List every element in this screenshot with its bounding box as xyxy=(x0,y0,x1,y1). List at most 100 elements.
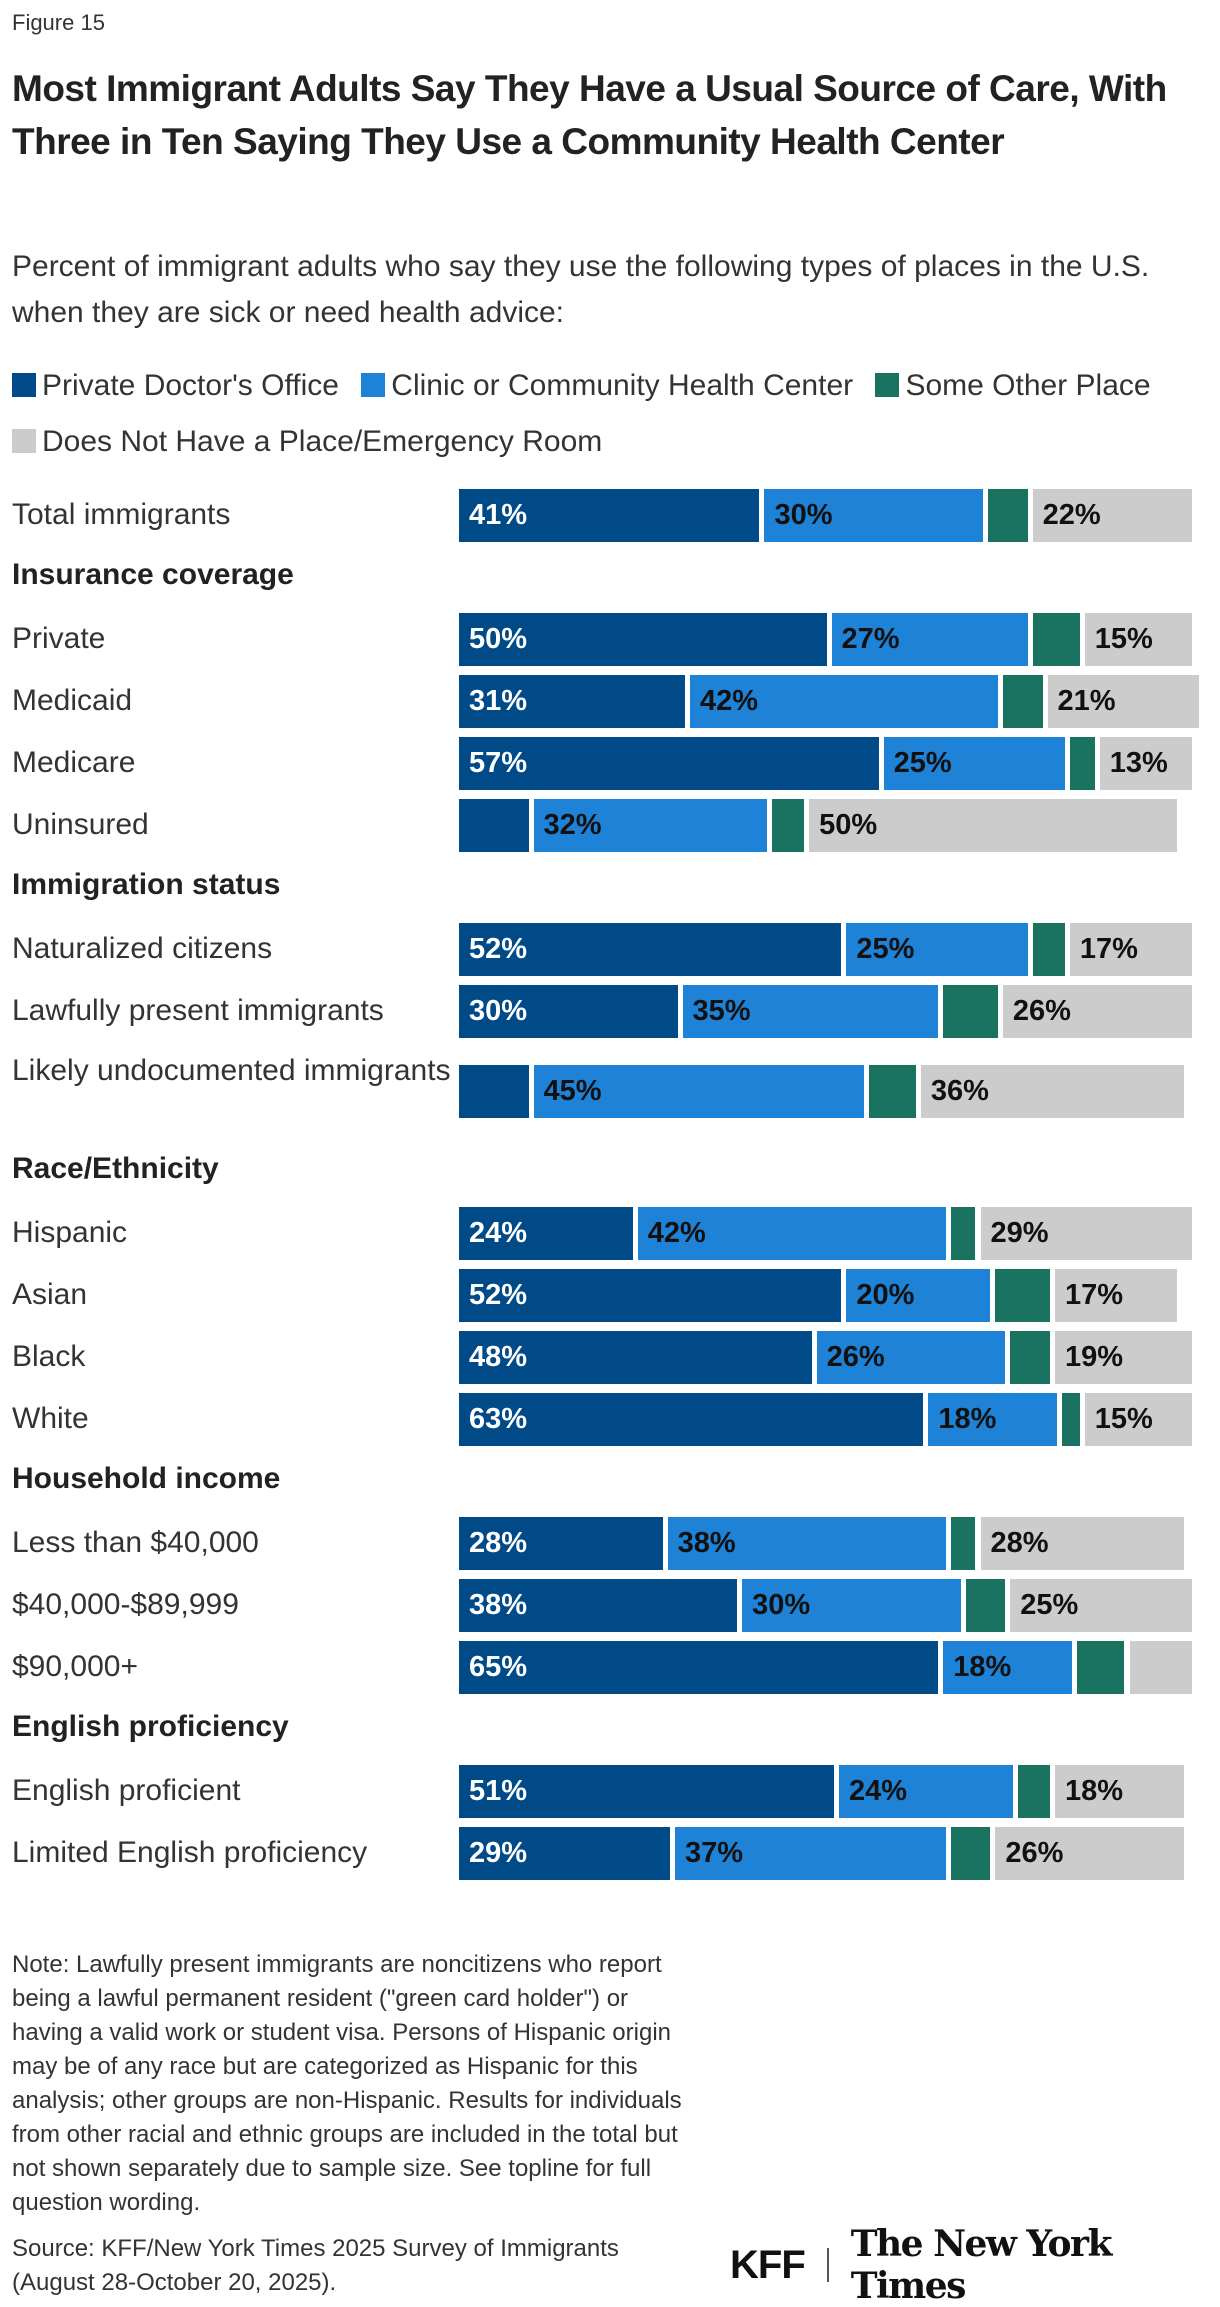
data-label: 31% xyxy=(469,684,528,717)
bar-segment-private-doctor: 28% xyxy=(459,1516,663,1570)
bar-segment-no-place: 13% xyxy=(1099,736,1192,790)
data-label: 52% xyxy=(469,932,528,965)
data-label: 48% xyxy=(469,1340,528,1373)
bar-segment-clinic: 42% xyxy=(637,1206,946,1260)
data-label: 25% xyxy=(856,932,915,965)
data-label: 15% xyxy=(1094,1402,1153,1435)
kff-logo: KFF xyxy=(730,2242,806,2287)
data-label: 42% xyxy=(647,1216,706,1249)
bar-segment-private-doctor: 38% xyxy=(459,1578,738,1632)
data-label: 27% xyxy=(841,622,900,655)
legend-label: Does Not Have a Place/Emergency Room xyxy=(42,425,603,458)
category-label: $90,000+ xyxy=(12,1650,138,1683)
data-label: 29% xyxy=(469,1836,528,1869)
data-label: 17% xyxy=(1079,932,1138,965)
bar-segment-other-place xyxy=(1032,612,1080,666)
bar-segment-private-doctor xyxy=(459,798,529,852)
bar-segment-clinic: 18% xyxy=(943,1640,1073,1694)
data-label: 41% xyxy=(469,498,528,531)
data-label: 19% xyxy=(1065,1340,1124,1373)
bar-segment-private-doctor: 52% xyxy=(459,922,842,976)
data-label: 24% xyxy=(848,1774,907,1807)
bar-segment-other-place xyxy=(1010,1330,1050,1384)
data-label: 36% xyxy=(930,1074,989,1107)
group-header: Race/Ethnicity xyxy=(12,1152,219,1185)
bar-segment-no-place: 50% xyxy=(809,798,1177,852)
category-label: Naturalized citizens xyxy=(12,932,273,965)
category-label: Less than $40,000 xyxy=(12,1526,259,1559)
data-label: 63% xyxy=(469,1402,528,1435)
chart-subtitle: Percent of immigrant adults who say they… xyxy=(12,250,1150,329)
bar-segment-other-place xyxy=(950,1516,976,1570)
data-label: 57% xyxy=(469,746,528,779)
bar-segment-clinic: 38% xyxy=(667,1516,946,1570)
data-label: 42% xyxy=(699,684,758,717)
bar-segment-clinic: 25% xyxy=(883,736,1065,790)
bar-segment-no-place: 18% xyxy=(1055,1764,1185,1818)
category-label: White xyxy=(12,1402,89,1435)
category-label: Uninsured xyxy=(12,808,149,841)
bar-segment-no-place: 26% xyxy=(995,1826,1185,1880)
group-header: Household income xyxy=(12,1462,281,1495)
legend-item-no-place: Does Not Have a Place/Emergency Room xyxy=(12,414,602,470)
bar-segment-no-place: 29% xyxy=(980,1206,1192,1260)
bar-segment-private-doctor: 51% xyxy=(459,1764,834,1818)
figure-label: Figure 15 xyxy=(12,10,105,35)
bar-segment-clinic: 30% xyxy=(742,1578,961,1632)
data-label: 37% xyxy=(685,1836,744,1869)
bar-segment-other-place xyxy=(1077,1640,1125,1694)
bar-segment-other-place xyxy=(868,1064,916,1118)
data-label: 26% xyxy=(1005,1836,1064,1869)
category-label: Medicaid xyxy=(12,684,133,717)
bar-segment-private-doctor: 29% xyxy=(459,1826,671,1880)
bar-segment-no-place: 19% xyxy=(1055,1330,1192,1384)
data-label: 22% xyxy=(1042,498,1101,531)
bar-segment-other-place xyxy=(943,984,998,1038)
bar-segment-private-doctor: 50% xyxy=(459,612,827,666)
bar-segment-private-doctor: 48% xyxy=(459,1330,812,1384)
chart-title: Most Immigrant Adults Say They Have a Us… xyxy=(12,68,1167,162)
group-header: Insurance coverage xyxy=(12,558,294,591)
group-header: Immigration status xyxy=(12,868,281,901)
bar-segment-other-place xyxy=(1062,1392,1080,1446)
bar-segment-no-place: 15% xyxy=(1084,1392,1192,1446)
legend-label: Clinic or Community Health Center xyxy=(391,369,854,402)
logo-divider xyxy=(826,2248,829,2282)
bar-segment-clinic: 45% xyxy=(533,1064,864,1118)
data-label: 45% xyxy=(543,1074,602,1107)
bar-segment-other-place xyxy=(995,1268,1050,1322)
bar-segment-other-place xyxy=(950,1206,976,1260)
bar-segment-no-place: 28% xyxy=(980,1516,1185,1570)
legend-label: Some Other Place xyxy=(905,369,1151,402)
nyt-logo: The New York Times xyxy=(850,2223,1113,2307)
data-label: 30% xyxy=(469,994,528,1027)
data-label: 21% xyxy=(1057,684,1116,717)
category-label: $40,000-$89,999 xyxy=(12,1588,239,1621)
logos: KFF The New York Times xyxy=(730,2223,1220,2307)
data-label: 18% xyxy=(953,1650,1012,1683)
category-label: Total immigrants xyxy=(12,498,231,531)
category-label: Likely undocumented immigrants xyxy=(12,1054,451,1087)
bar-segment-other-place xyxy=(1032,922,1065,976)
bar-segment-other-place xyxy=(987,488,1028,542)
bar-segment-no-place: 25% xyxy=(1010,1578,1192,1632)
category-label: Asian xyxy=(12,1278,88,1311)
bar-segment-no-place: 22% xyxy=(1032,488,1192,542)
bar-segment-other-place xyxy=(950,1826,991,1880)
bar-segment-no-place: 36% xyxy=(920,1064,1185,1118)
data-label: 20% xyxy=(856,1278,915,1311)
data-label: 30% xyxy=(752,1588,811,1621)
bar-segment-clinic: 25% xyxy=(846,922,1028,976)
bar-segment-private-doctor xyxy=(459,1064,529,1118)
bar-segment-private-doctor: 63% xyxy=(459,1392,924,1446)
bar-segment-no-place xyxy=(1129,1640,1192,1694)
category-label: English proficient xyxy=(12,1774,241,1807)
data-label: 13% xyxy=(1109,746,1168,779)
category-label: Black xyxy=(12,1340,86,1373)
bar-segment-clinic: 37% xyxy=(675,1826,946,1880)
bar-segment-no-place: 21% xyxy=(1047,674,1199,728)
data-label: 25% xyxy=(1020,1588,1079,1621)
legend-swatch xyxy=(12,429,36,453)
data-label: 29% xyxy=(990,1216,1049,1249)
bar-segment-private-doctor: 57% xyxy=(459,736,879,790)
